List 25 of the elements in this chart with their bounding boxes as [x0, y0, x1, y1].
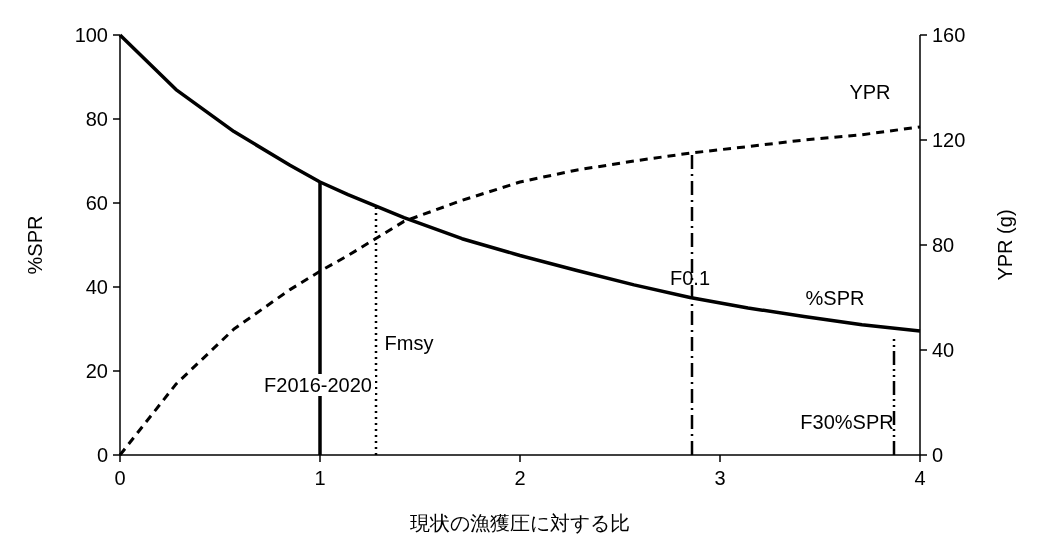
- y2-tick-label: 0: [932, 444, 944, 466]
- x-tick-label: 0: [114, 467, 126, 489]
- annotation: YPR: [849, 81, 891, 103]
- annotation: F2016-2020: [264, 374, 372, 396]
- y-tick-label: 100: [74, 24, 108, 46]
- y-tick-label: 40: [85, 276, 108, 298]
- y-tick-label: 0: [96, 444, 108, 466]
- y-axis-title: %SPR: [24, 215, 46, 275]
- annotation: %SPR: [805, 287, 865, 309]
- y-tick-label: 60: [85, 192, 108, 214]
- y2-tick-label: 160: [932, 24, 966, 46]
- y2-axis-title: YPR (g): [994, 209, 1016, 281]
- x-tick-label: 2: [514, 467, 526, 489]
- x-tick-label: 1: [314, 467, 326, 489]
- y2-tick-label: 120: [932, 129, 966, 151]
- y-tick-label: 80: [85, 108, 108, 130]
- y2-tick-label: 40: [932, 339, 955, 361]
- y-tick-label: 20: [85, 360, 108, 382]
- x-axis-title: 現状の漁獲圧に対する比: [410, 512, 630, 534]
- annotation: Fmsy: [384, 332, 434, 354]
- annotation: F0.1: [669, 267, 711, 289]
- x-tick-label: 4: [914, 467, 926, 489]
- annotation: F30%SPR: [800, 411, 894, 433]
- x-tick-label: 3: [714, 467, 726, 489]
- y2-tick-label: 80: [932, 234, 955, 256]
